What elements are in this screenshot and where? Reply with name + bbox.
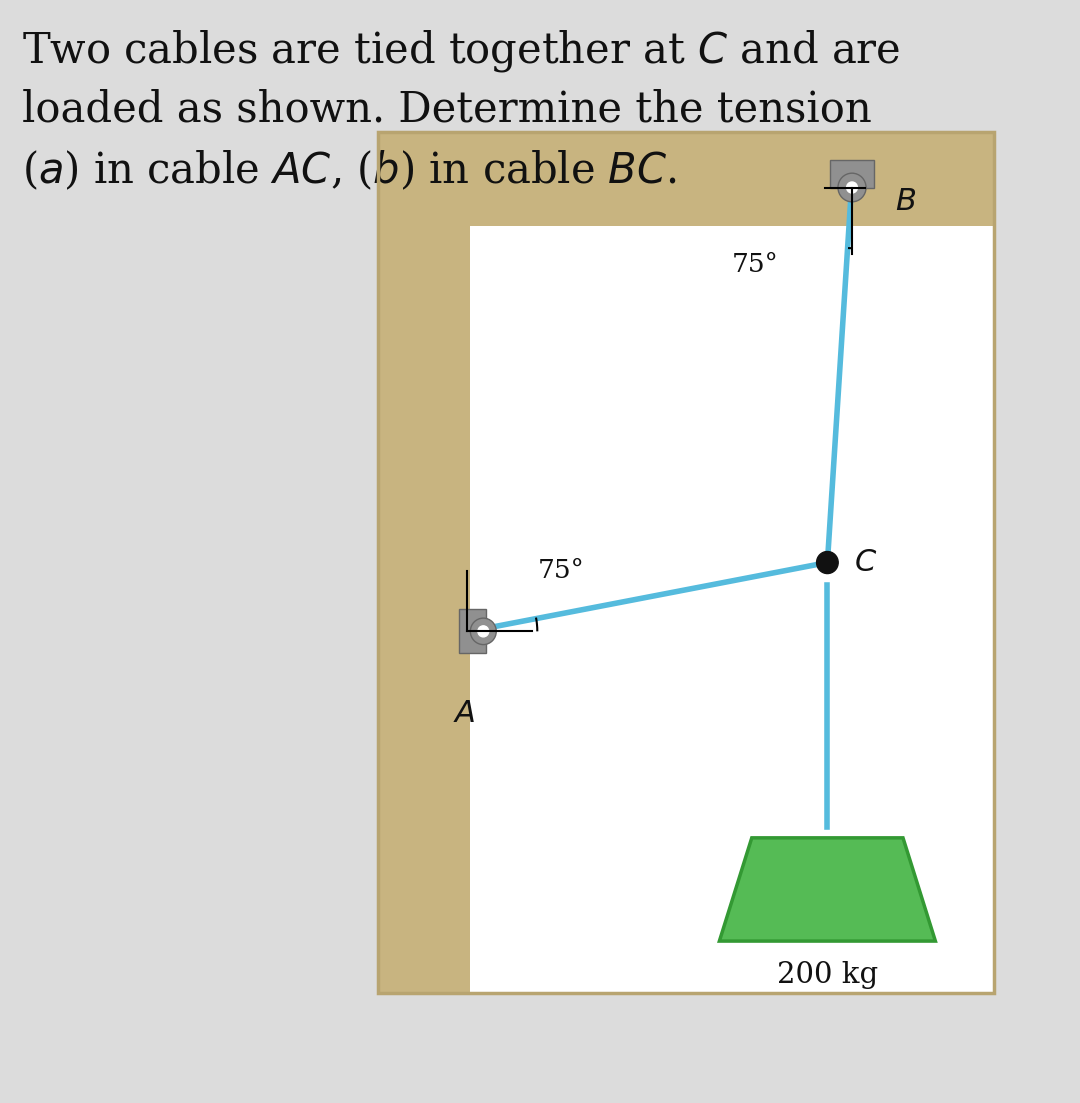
Text: 75°: 75° [731,253,779,277]
Circle shape [471,618,497,644]
Text: $\mathit{B}$: $\mathit{B}$ [895,185,916,217]
Polygon shape [719,838,935,941]
Circle shape [816,552,838,574]
Circle shape [847,182,858,193]
Text: Two cables are tied together at $\mathit{C}$ and are: Two cables are tied together at $\mathit… [22,28,900,74]
Text: $\mathit{C}$: $\mathit{C}$ [854,547,878,578]
Bar [831,160,874,188]
Bar [378,132,994,993]
Circle shape [478,625,488,636]
Text: ($\mathit{a}$) in cable $\mathit{AC}$, ($\mathit{b}$) in cable $\mathit{BC}$.: ($\mathit{a}$) in cable $\mathit{AC}$, (… [22,149,676,192]
Text: $\mathit{A}$: $\mathit{A}$ [454,697,475,729]
Text: loaded as shown. Determine the tension: loaded as shown. Determine the tension [22,88,872,130]
Circle shape [838,173,866,202]
Bar [459,609,486,653]
Text: 75°: 75° [538,558,584,583]
Text: 200 kg: 200 kg [777,961,878,989]
Bar [470,226,994,993]
Bar [378,132,994,993]
